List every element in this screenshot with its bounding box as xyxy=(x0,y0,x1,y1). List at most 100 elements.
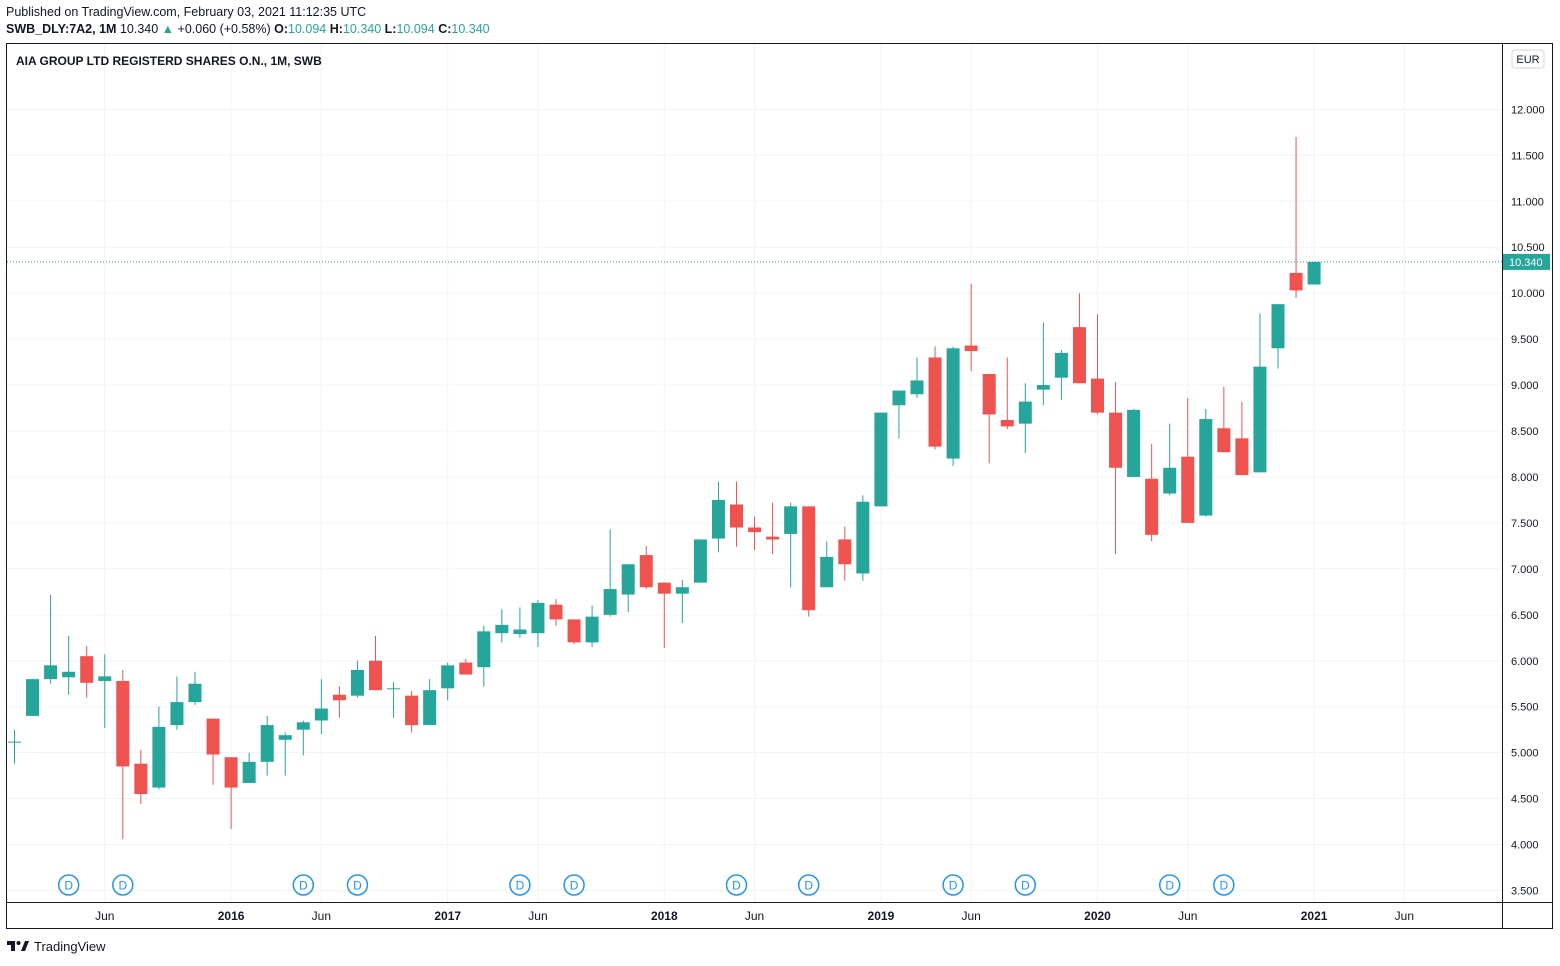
candle[interactable] xyxy=(892,390,906,439)
candle[interactable] xyxy=(387,681,401,718)
dividend-circle-icon xyxy=(725,874,748,896)
candle[interactable] xyxy=(748,516,762,551)
price-axis: 3.500 4.000 4.500 5.000 5.500 6.000 6.500 7.000… xyxy=(1511,104,1545,897)
candle[interactable] xyxy=(784,502,798,588)
currency-badge[interactable]: EUR xyxy=(1511,49,1545,69)
dividend-marker[interactable]: D xyxy=(1158,874,1181,896)
dividend-marker[interactable]: D xyxy=(725,874,748,896)
candle[interactable] xyxy=(423,679,437,726)
candle[interactable] xyxy=(314,679,328,735)
candle[interactable] xyxy=(332,686,346,718)
candle[interactable] xyxy=(1000,357,1014,430)
candle[interactable] xyxy=(531,600,545,647)
dividend-marker[interactable]: D xyxy=(563,874,585,896)
dividend-marker[interactable]: D xyxy=(292,874,315,896)
candle[interactable] xyxy=(62,635,76,695)
candle[interactable] xyxy=(116,669,130,840)
candle-body xyxy=(621,564,635,595)
candle[interactable] xyxy=(98,654,112,728)
candle[interactable] xyxy=(910,357,924,398)
candle[interactable] xyxy=(766,502,780,555)
candle[interactable] xyxy=(1072,293,1086,384)
candle[interactable] xyxy=(1199,408,1213,517)
candle[interactable] xyxy=(964,283,978,372)
candle[interactable] xyxy=(1235,401,1249,476)
candle[interactable] xyxy=(369,635,382,691)
candle[interactable] xyxy=(80,646,94,698)
candle[interactable] xyxy=(1307,261,1321,285)
symbol-label[interactable]: SWB_DLY:7A2, 1M xyxy=(6,22,117,36)
candle[interactable] xyxy=(8,729,21,764)
candle-body xyxy=(188,683,202,703)
candle[interactable] xyxy=(188,671,202,705)
candle[interactable] xyxy=(260,715,274,776)
y-tick-label: 5.500 xyxy=(1511,702,1539,714)
candle[interactable] xyxy=(1181,397,1195,523)
candle[interactable] xyxy=(675,579,689,624)
x-tick-label: 2016 xyxy=(218,909,245,923)
candle[interactable] xyxy=(441,662,455,701)
candle[interactable] xyxy=(170,676,184,730)
candle[interactable] xyxy=(1127,408,1141,477)
dividend-marker[interactable]: D xyxy=(57,874,80,896)
dividend-marker[interactable]: D xyxy=(797,874,820,896)
candle[interactable] xyxy=(1163,423,1177,496)
candle[interactable] xyxy=(1054,350,1068,400)
candle[interactable] xyxy=(278,732,292,776)
footer-brand[interactable]: TradingView xyxy=(6,938,106,954)
candle[interactable] xyxy=(495,609,509,643)
candle[interactable] xyxy=(350,660,364,698)
dividend-marker[interactable]: D xyxy=(942,874,964,896)
dividend-marker[interactable]: D xyxy=(1014,874,1037,896)
candle[interactable] xyxy=(1109,382,1123,555)
candle[interactable] xyxy=(26,679,40,716)
candle[interactable] xyxy=(639,545,653,590)
candle[interactable] xyxy=(856,495,870,581)
candle[interactable] xyxy=(206,718,220,785)
dividend-marker[interactable]: D xyxy=(112,874,134,896)
candle[interactable] xyxy=(693,539,707,583)
candle[interactable] xyxy=(459,658,473,675)
candle[interactable] xyxy=(44,594,58,684)
candle[interactable] xyxy=(838,526,852,581)
candle[interactable] xyxy=(802,506,816,617)
candle[interactable] xyxy=(224,757,238,829)
candle[interactable] xyxy=(1271,304,1285,369)
candle[interactable] xyxy=(242,752,256,783)
dividend-circle-icon xyxy=(1158,874,1181,896)
candle[interactable] xyxy=(405,691,419,733)
candle[interactable] xyxy=(1018,383,1032,454)
candle[interactable] xyxy=(1253,313,1267,473)
candle[interactable] xyxy=(567,619,581,645)
candle[interactable] xyxy=(134,749,148,805)
candle[interactable] xyxy=(928,346,942,450)
candle[interactable] xyxy=(874,412,888,507)
candle[interactable] xyxy=(730,481,743,547)
dividend-circle-icon xyxy=(1014,874,1037,896)
y-tick-label: 8.500 xyxy=(1511,426,1539,438)
candle[interactable] xyxy=(585,605,599,647)
dividend-marker[interactable]: D xyxy=(1213,874,1235,896)
candle[interactable] xyxy=(1036,322,1050,406)
candle[interactable] xyxy=(1145,443,1159,542)
candle-body xyxy=(242,761,256,783)
dividend-marker[interactable]: D xyxy=(346,874,369,896)
candlestick-chart[interactable]: AIA GROUP LTD REGISTERD SHARES O.N., 1M,… xyxy=(7,44,1552,928)
chart-frame[interactable]: AIA GROUP LTD REGISTERD SHARES O.N., 1M,… xyxy=(6,43,1553,929)
candle[interactable] xyxy=(549,599,563,626)
candle[interactable] xyxy=(621,564,635,613)
candle[interactable] xyxy=(657,582,671,648)
candle[interactable] xyxy=(603,529,617,617)
candle[interactable] xyxy=(477,625,491,687)
candle[interactable] xyxy=(1091,314,1104,415)
candle[interactable] xyxy=(513,607,527,638)
candle[interactable] xyxy=(946,346,960,466)
candle[interactable] xyxy=(296,720,310,756)
candle[interactable] xyxy=(1217,386,1231,453)
candle[interactable] xyxy=(820,541,834,588)
candle[interactable] xyxy=(1289,136,1303,298)
candle[interactable] xyxy=(711,481,725,553)
dividend-marker[interactable]: D xyxy=(509,874,531,896)
candle[interactable] xyxy=(982,374,996,464)
candle[interactable] xyxy=(152,706,166,790)
